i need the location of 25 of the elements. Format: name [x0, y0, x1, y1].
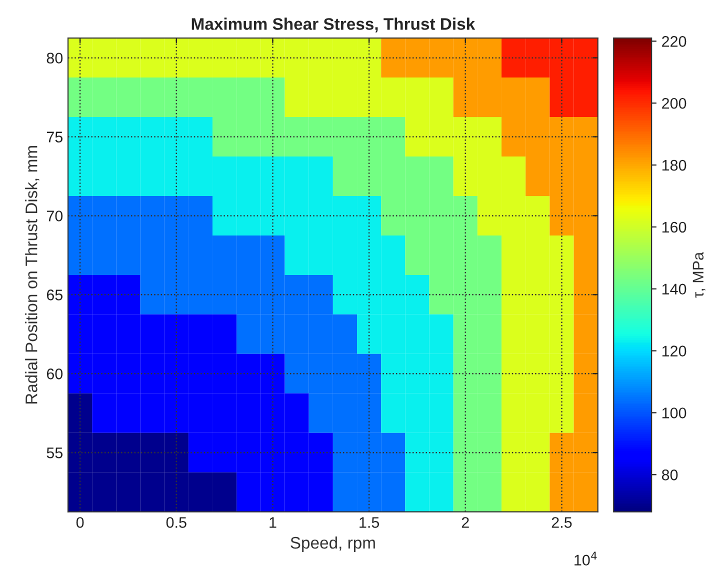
color-bar-label: 120 — [662, 346, 686, 356]
y-tick-label: 60 — [46, 368, 63, 380]
x-tick-label: 2.5 — [552, 517, 572, 528]
color-bar-label: 200 — [662, 98, 686, 109]
color-bar-label: 220 — [662, 36, 686, 47]
x-tick-label: 0.5 — [166, 517, 186, 528]
y-tick-label: 70 — [46, 210, 63, 222]
y-tick-label: 55 — [46, 448, 63, 458]
color-bar-label: 180 — [662, 160, 686, 171]
y-tick-label: 75 — [46, 132, 63, 142]
x-tick-label: 2 — [462, 517, 469, 528]
color-bar-label: 140 — [662, 284, 686, 295]
color-bar-title: τ, MPa — [692, 252, 706, 298]
y-tick-label: 80 — [46, 52, 63, 64]
color-bar-label: 100 — [662, 408, 686, 418]
y-axis-title: Radial Position on Thrust Disk, mm — [25, 146, 40, 404]
y-tick-label: 65 — [46, 290, 63, 300]
chart-title: Maximum Shear Stress, Thrust Disk — [192, 18, 476, 32]
x-tick-label: 1 — [270, 517, 276, 528]
x-axis-title: Speed, rpm — [290, 536, 375, 552]
color-bar-label: 160 — [662, 222, 686, 233]
text: 10$^{4}$ — [574, 552, 597, 566]
x-tick-label: 0 — [76, 517, 84, 528]
x-tick-label: 1.5 — [360, 517, 380, 528]
color-bar-label: 80 — [662, 470, 678, 480]
